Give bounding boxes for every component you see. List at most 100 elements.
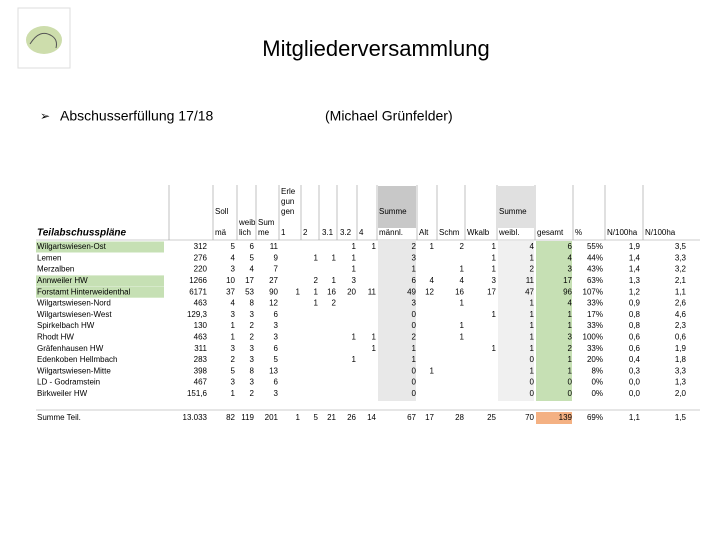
cell: 3 [231,378,236,387]
cell: 1 [492,253,497,262]
cell: 0,9 [629,299,641,308]
cell: 16 [327,287,336,296]
cell: 1 [530,344,535,353]
cell: 4 [231,253,236,262]
summe-header-shade [378,186,416,228]
row-label: LD - Godramstein [37,378,100,387]
cell: 1 [314,287,319,296]
cell: 1 [412,344,417,353]
total-cell: 201 [265,413,279,422]
cell: 1 [492,242,497,251]
cell: 0 [412,378,417,387]
cell: 2 [568,344,573,353]
cell: 1,3 [675,378,687,387]
cell: 4 [530,242,535,251]
cell: 3 [274,333,279,342]
cell: 0 [412,389,417,398]
cell: 1 [530,321,535,330]
cell: 2 [250,333,255,342]
cell: 1 [460,265,465,274]
bullet: ➢ [40,109,50,123]
cell: 20 [347,287,356,296]
total-cell: 139 [559,413,573,422]
cell: 0% [591,378,603,387]
cell: 2 [250,321,255,330]
cell: 3 [250,344,255,353]
column-header: männl. [379,228,403,237]
cell: 130 [194,321,208,330]
cell: 6 [568,242,573,251]
column-header: Alt [419,228,429,237]
cell: 0,6 [629,344,641,353]
cell: 3,5 [675,242,687,251]
cell: 2 [460,242,465,251]
cell: 1 [460,333,465,342]
cell: 1 [372,344,377,353]
cell: 6 [412,276,417,285]
cell: 1 [530,366,535,375]
total-cell-shade [536,412,572,424]
cell: 4 [430,276,435,285]
cell: 17% [587,310,603,319]
cell: 11 [270,242,279,251]
cell: 3 [412,253,417,262]
column-header: Erle [281,187,296,196]
cell: 1 [372,242,377,251]
total-cell: 21 [327,413,336,422]
cell: 5 [274,355,279,364]
cell: 1,3 [629,276,641,285]
cell: 1266 [189,276,207,285]
cell: 3,3 [675,366,687,375]
cell: 151,6 [187,389,208,398]
cell: 1 [352,333,357,342]
column-header: weib [238,218,256,227]
cell: 2 [332,299,337,308]
column-header: me [258,228,270,237]
cell: 1 [332,253,337,262]
subtitle: Abschusserfüllung 17/18 [60,108,214,124]
cell: 17 [245,276,254,285]
cell: 1 [352,355,357,364]
cell: 96 [563,287,572,296]
cell: 1 [296,287,301,296]
column-header: gesamt [537,228,564,237]
total-cell: 69% [587,413,603,422]
cell: 8 [250,366,255,375]
cell: 37 [226,287,235,296]
row-label: Wilgartswiesen-Nord [37,299,111,308]
cell: 0 [568,378,573,387]
cell: 3 [568,265,573,274]
cell: 1 [412,265,417,274]
column-header: gun [281,197,294,206]
row-label: Wilgartswiesen-West [37,310,112,319]
cell: 283 [194,355,208,364]
cell: 9 [274,253,279,262]
cell: 3 [231,310,236,319]
column-header: gen [281,207,294,216]
row-label: Wilgartswiesen-Ost [37,242,107,251]
total-column-shade [536,241,572,401]
cell: 1,2 [629,287,641,296]
cell: 6 [250,242,255,251]
cell: 6 [274,378,279,387]
cell: 2,3 [675,321,687,330]
cell: 1 [430,242,435,251]
cell: 398 [194,366,208,375]
summe-header-shade [498,186,534,228]
cell: 0,8 [629,310,641,319]
cell: 3 [492,276,497,285]
cell: 44% [587,253,603,262]
cell: 463 [194,333,208,342]
cell: 2,0 [675,389,687,398]
cell: 1 [231,389,236,398]
cell: 1 [314,253,319,262]
cell: 1 [568,366,573,375]
cell: 12 [269,299,278,308]
cell: 55% [587,242,603,251]
row-label: Merzalben [37,265,74,274]
cell: 0 [530,378,535,387]
row-highlight [36,241,164,253]
column-header: 4 [359,228,364,237]
row-label: Birkweiler HW [37,389,88,398]
total-cell: 28 [455,413,464,422]
